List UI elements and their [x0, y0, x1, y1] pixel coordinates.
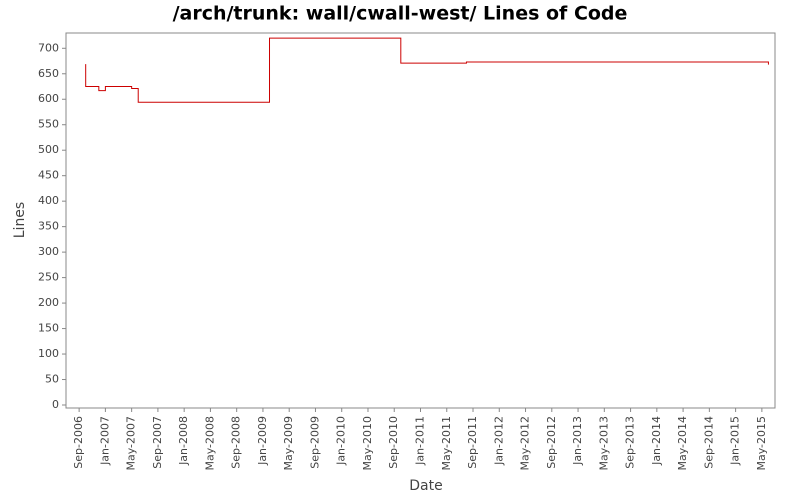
x-tick-label: Jan-2009 — [256, 416, 269, 466]
y-tick-label: 400 — [38, 194, 59, 207]
x-tick-label: Sep-2011 — [466, 416, 479, 469]
x-tick-label: Jan-2011 — [414, 416, 427, 466]
data-line — [85, 37, 769, 103]
plot-area — [65, 32, 776, 409]
x-tick-label: Jan-2008 — [177, 416, 190, 466]
y-tick-label: 200 — [38, 296, 59, 309]
y-axis-label: Lines — [12, 202, 28, 238]
x-tick-label: May-2012 — [519, 416, 532, 471]
y-tick-label: 550 — [38, 118, 59, 131]
x-tick-label: Sep-2013 — [624, 416, 637, 469]
x-tick-label: Sep-2012 — [545, 416, 558, 469]
x-tick-label: Jan-2012 — [492, 416, 505, 466]
x-tick-label: Sep-2008 — [230, 416, 243, 469]
x-axis-label: Date — [409, 478, 442, 494]
y-tick-label: 350 — [38, 220, 59, 233]
x-tick-label: May-2013 — [597, 416, 610, 471]
y-tick-label: 300 — [38, 245, 59, 258]
x-tick-label: May-2010 — [361, 416, 374, 471]
y-tick-label: 500 — [38, 143, 59, 156]
y-tick-label: 450 — [38, 169, 59, 182]
x-tick-label: May-2008 — [203, 416, 216, 471]
y-tick-label: 150 — [38, 322, 59, 335]
x-tick-label: May-2011 — [440, 416, 453, 471]
y-tick-label: 650 — [38, 67, 59, 80]
x-tick-label: Jan-2013 — [571, 416, 584, 466]
x-tick-label: May-2015 — [755, 416, 768, 471]
x-tick-label: Sep-2007 — [151, 416, 164, 469]
x-tick-label: Sep-2009 — [308, 416, 321, 469]
y-tick-label: 700 — [38, 41, 59, 54]
x-tick-label: Sep-2014 — [702, 416, 715, 469]
chart-title: /arch/trunk: wall/cwall-west/ Lines of C… — [173, 3, 628, 25]
x-tick-label: May-2014 — [676, 416, 689, 471]
x-tick-label: Sep-2006 — [72, 416, 85, 469]
y-tick-label: 100 — [38, 347, 59, 360]
y-tick-label: 0 — [52, 398, 59, 411]
x-tick-label: Jan-2010 — [335, 416, 348, 466]
y-tick-label: 600 — [38, 92, 59, 105]
y-tick-label: 50 — [45, 373, 59, 386]
x-tick-label: Sep-2010 — [387, 416, 400, 469]
x-tick-label: May-2009 — [282, 416, 295, 471]
x-tick-label: Jan-2007 — [98, 416, 111, 466]
x-tick-label: May-2007 — [125, 416, 138, 471]
x-tick-label: Jan-2015 — [729, 416, 742, 466]
y-tick-label: 250 — [38, 271, 59, 284]
x-tick-label: Jan-2014 — [650, 416, 663, 466]
